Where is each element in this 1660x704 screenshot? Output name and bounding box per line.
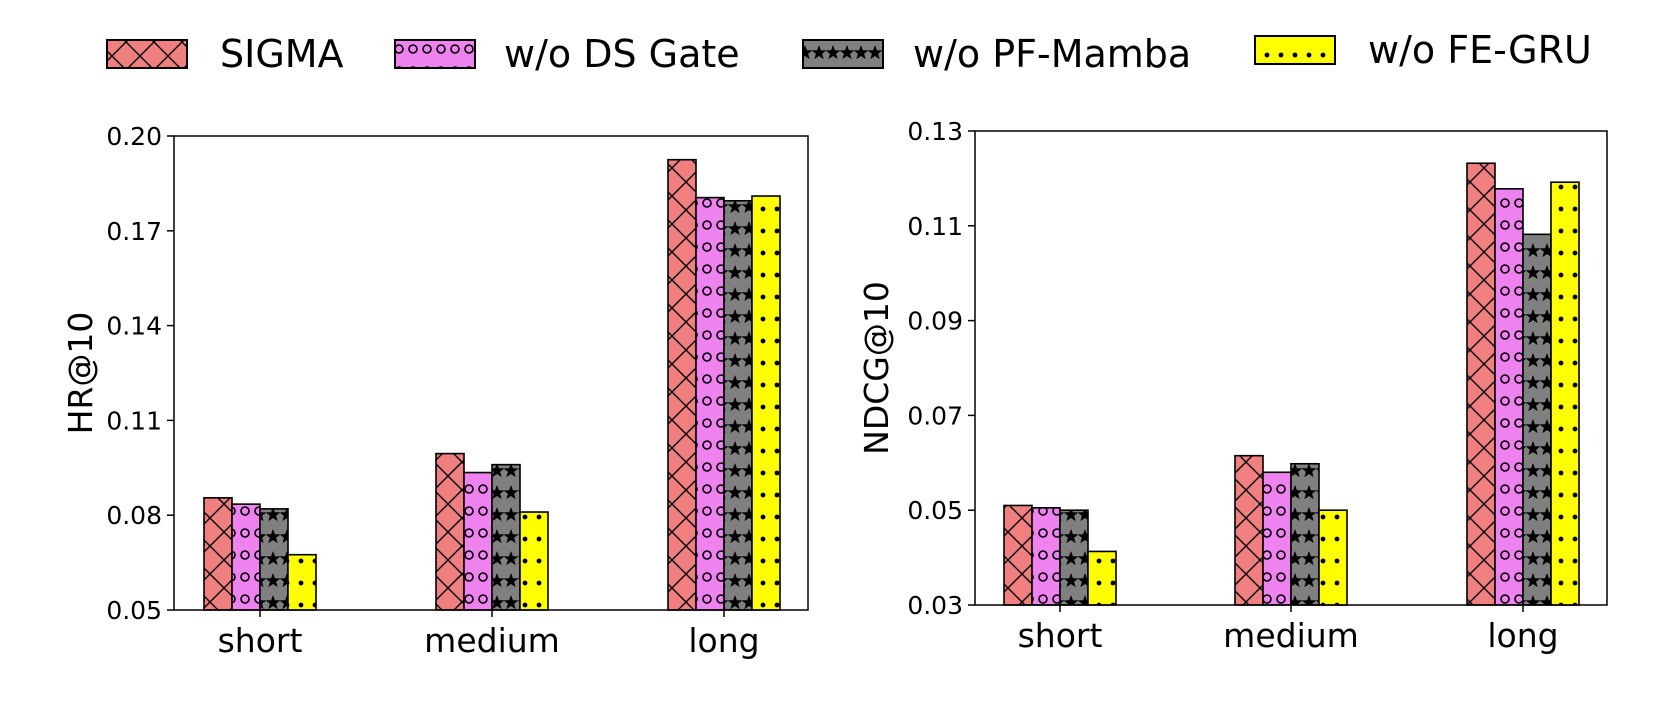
bar-w-o-fe-gru-short [1087,550,1117,606]
bar-sigma-medium [1234,454,1264,606]
bar-w-o-ds-gate-medium [463,471,493,611]
bar-sigma-medium [435,452,465,611]
plot-frame [173,135,809,611]
bar-sigma-long [1466,162,1496,606]
legend-swatch-ds-gate [394,39,476,69]
y-tick-label: 0.11 [907,212,963,241]
legend-label-sigma: SIGMA [220,32,344,76]
bar-w-o-pf-mamba-long [723,199,753,611]
legend-swatch-pf-mamba [802,39,884,69]
bar-w-o-pf-mamba-medium [1290,462,1320,606]
y-tick-label: 0.08 [106,501,162,530]
bar-w-o-ds-gate-short [231,503,261,611]
y-tick-label: 0.20 [106,122,162,151]
bar-w-o-fe-gru-long [751,195,781,611]
bar-sigma-short [1003,504,1033,606]
x-tick-label-medium: medium [1223,616,1359,655]
bar-w-o-ds-gate-long [1494,188,1524,606]
x-tick-label-long: long [688,621,759,660]
legend-label-ds-gate: w/o DS Gate [504,32,740,76]
y-tick-label: 0.05 [907,496,963,525]
x-tick-label-long: long [1487,616,1558,655]
bar-w-o-ds-gate-medium [1262,471,1292,606]
y-axis-label: NDCG@10 [857,281,896,455]
y-tick-label: 0.09 [907,307,963,336]
bar-w-o-pf-mamba-short [1059,509,1089,606]
hr-chart: 0.05 0.08 0.11 0.14 0.17 0.20 short medium long H… [61,122,809,660]
legend-item-fe-gru[interactable]: w/o FE-GRU [1254,28,1592,72]
bar-w-o-pf-mamba-long [1522,233,1552,606]
legend-swatch-sigma [106,39,188,69]
y-axis-label: HR@10 [61,312,100,435]
legend-item-ds-gate[interactable]: w/o DS Gate [394,32,740,76]
x-tick-label-medium: medium [424,621,560,660]
ndcg-chart: 0.03 0.05 0.07 0.09 0.11 0.13 short medium long N… [857,117,1608,655]
y-tick-label: 0.13 [907,117,963,146]
bar-w-o-fe-gru-medium [519,511,549,611]
bar-w-o-ds-gate-short [1031,507,1061,606]
y-tick-label: 0.11 [106,406,162,435]
legend-label-fe-gru: w/o FE-GRU [1368,28,1592,72]
bar-w-o-fe-gru-medium [1318,509,1348,606]
y-tick-label: 0.14 [106,312,162,341]
y-tick-label: 0.17 [106,217,162,246]
y-tick-label: 0.07 [907,401,963,430]
y-tick-label: 0.03 [907,591,963,620]
legend-item-pf-mamba[interactable]: w/o PF-Mamba [802,32,1191,76]
legend-swatch-fe-gru [1254,35,1336,65]
x-tick-label-short: short [218,621,303,660]
bar-sigma-short [203,497,233,611]
bar-w-o-ds-gate-long [695,196,725,611]
legend-item-sigma[interactable]: SIGMA [106,32,344,76]
legend-label-pf-mamba: w/o PF-Mamba [913,32,1191,76]
bar-w-o-fe-gru-short [287,553,317,611]
bar-w-o-pf-mamba-medium [491,463,521,611]
bar-w-o-pf-mamba-short [259,508,289,611]
bar-w-o-fe-gru-long [1550,181,1580,606]
legend: SIGMA w/o DS Gate w/o PF-Mamba w/o FE-GR… [106,28,1592,76]
bar-sigma-long [667,158,697,611]
y-tick-label: 0.05 [106,596,162,625]
x-tick-label-short: short [1018,616,1103,655]
